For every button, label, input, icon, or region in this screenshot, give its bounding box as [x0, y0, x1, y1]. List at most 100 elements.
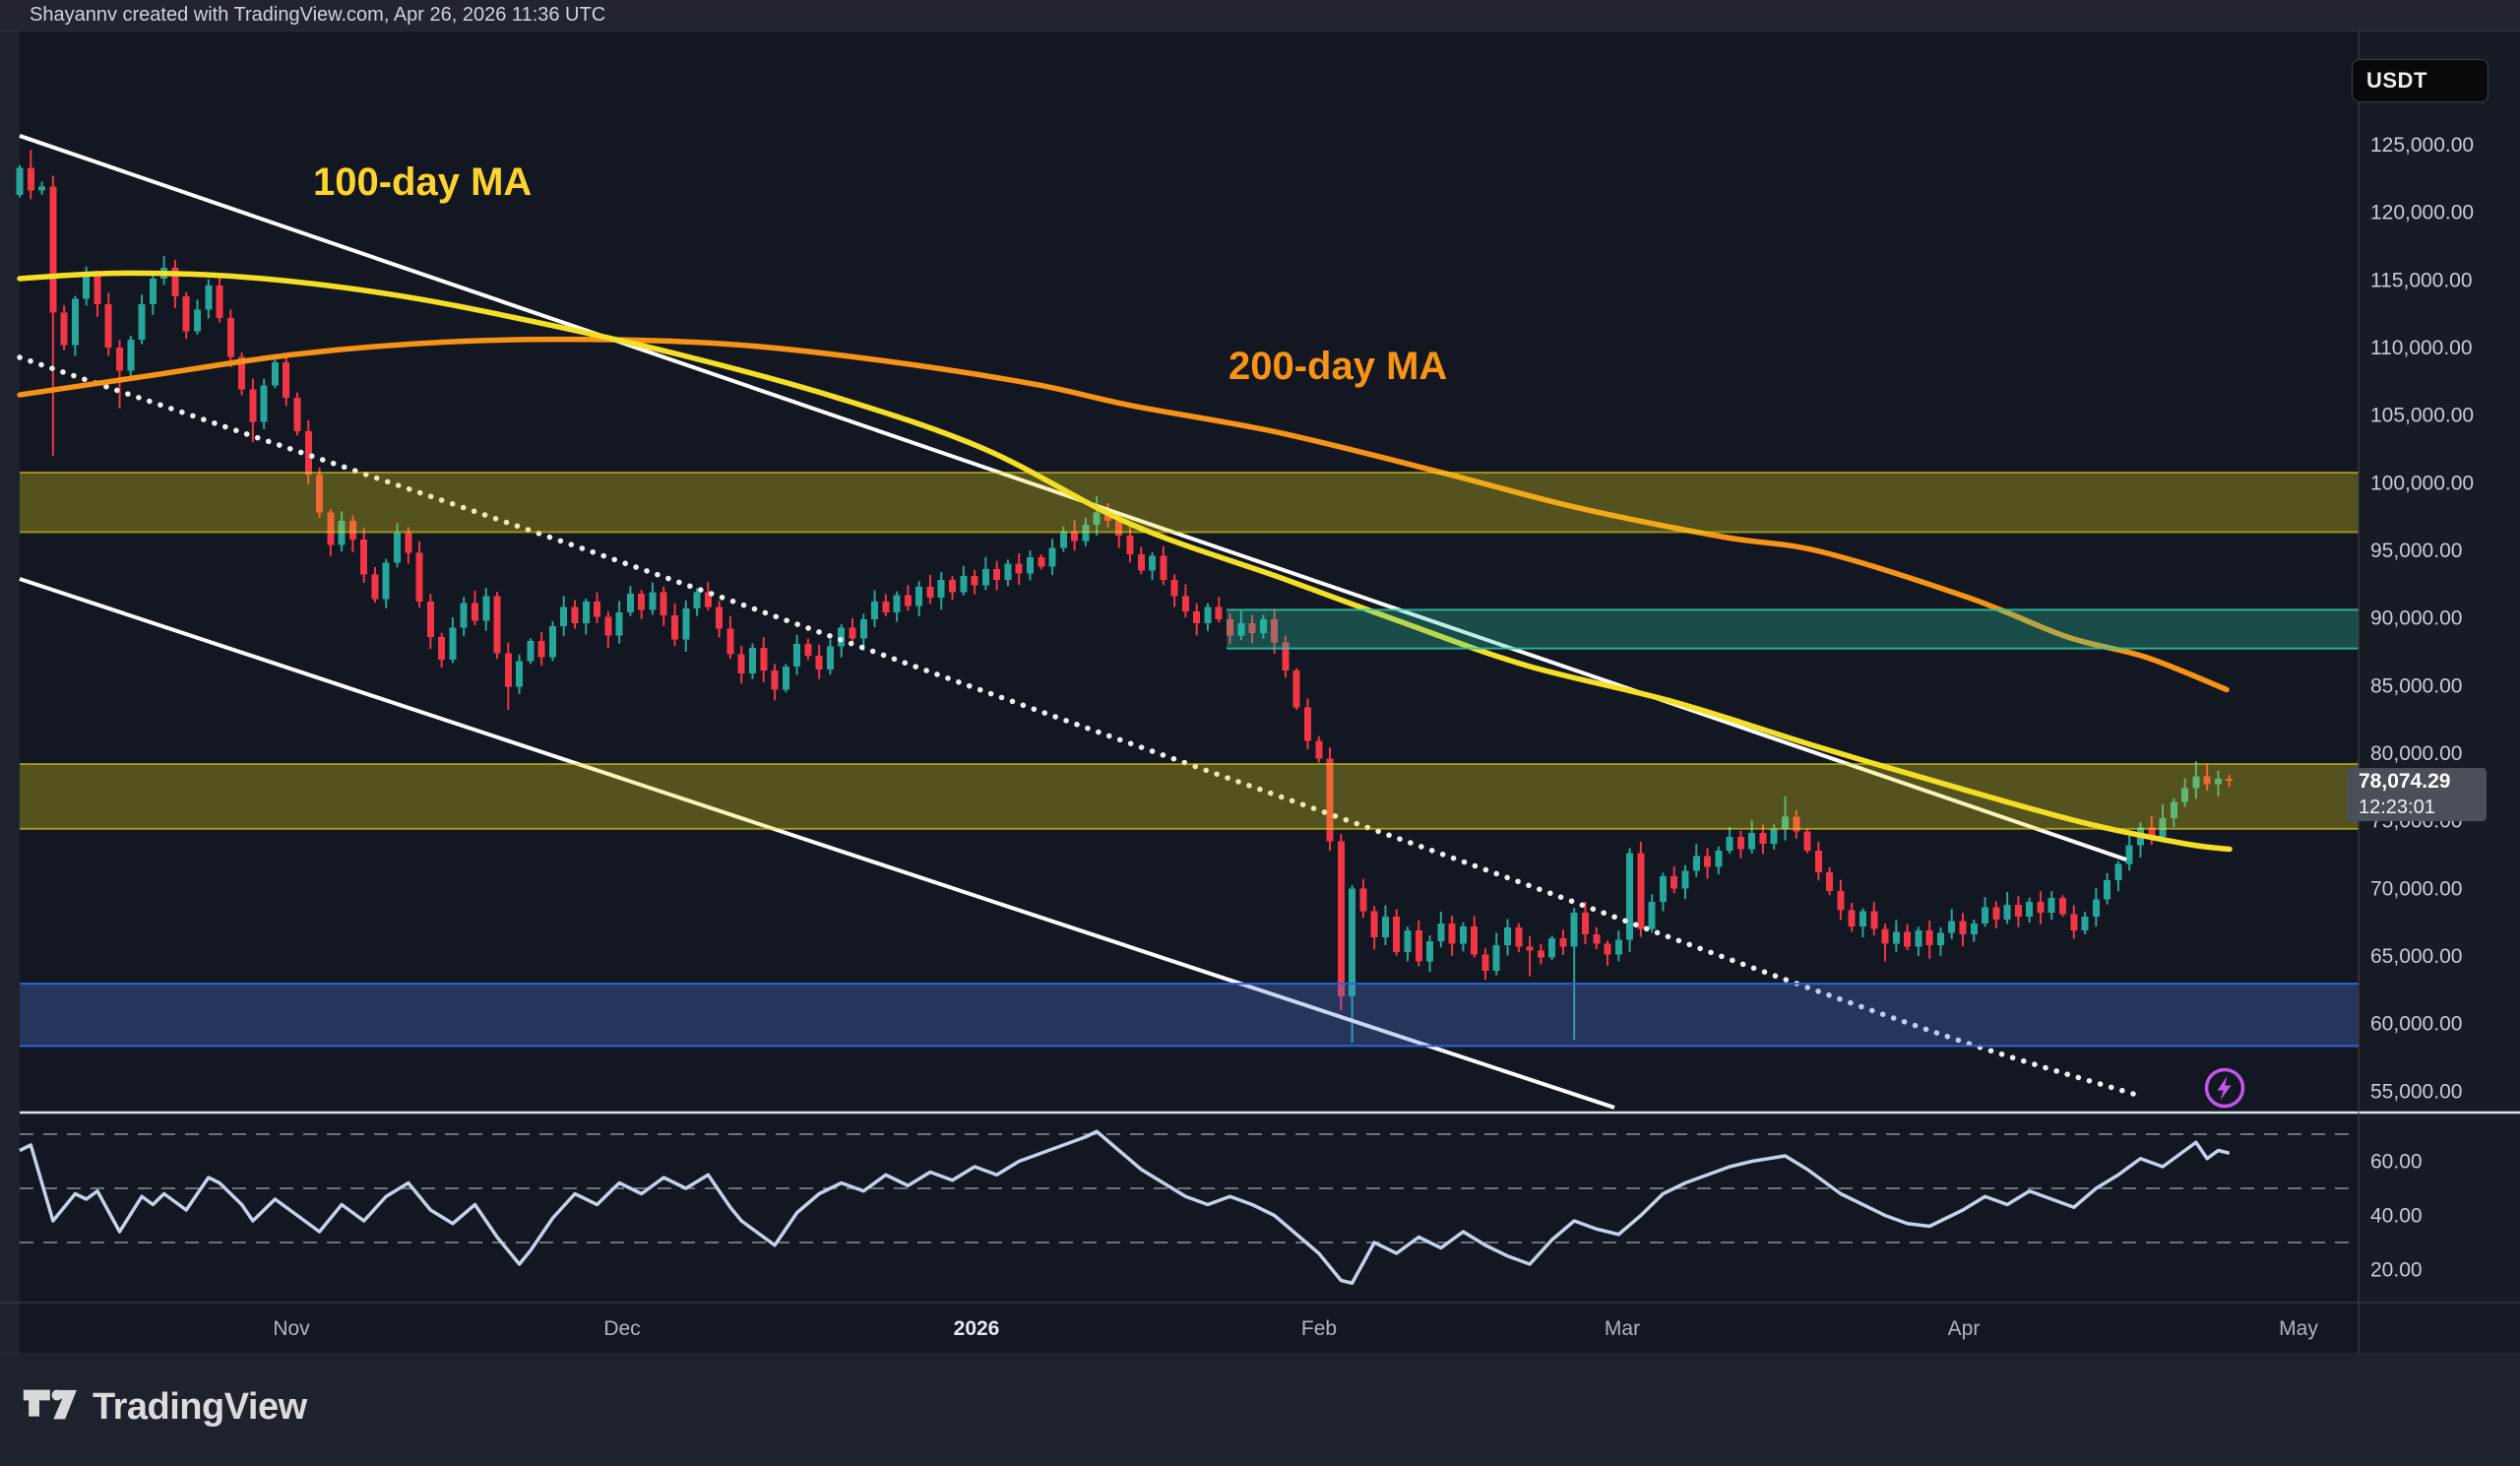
candle-body [594, 602, 601, 617]
time-tick-label: Nov [273, 1317, 310, 1340]
candlestick-series [16, 150, 2234, 1043]
candle-body [571, 606, 579, 624]
candle-body [1715, 850, 1723, 867]
candle-body [804, 643, 812, 657]
flash-lightning-button[interactable] [2203, 1066, 2246, 1110]
candle-body [838, 627, 846, 647]
candle-body [737, 654, 745, 673]
candle-body [2026, 902, 2034, 918]
candle-body [1481, 954, 1489, 972]
candle-body [1337, 841, 1345, 997]
candle-body [1892, 931, 1900, 944]
candle-body [1614, 939, 1622, 955]
header-credit-text: Shayannv created with TradingView.com, A… [30, 4, 606, 26]
candle-body [638, 593, 646, 610]
ma200-line[interactable] [17, 336, 2230, 693]
candle-body [537, 641, 545, 658]
candle-body [1848, 910, 1856, 926]
candle-body [1149, 555, 1157, 571]
ma200-annotation-label: 200-day MA [1228, 345, 1448, 388]
candle-body [149, 278, 157, 305]
candle-body [2014, 904, 2022, 918]
candle-body [1303, 707, 1311, 741]
tradingview-wordmark[interactable]: TradingView [93, 1386, 307, 1428]
candle-body [1271, 619, 1279, 643]
supply-zone-88-90k[interactable] [1227, 608, 2359, 650]
candle-body [1359, 888, 1367, 912]
current-zone-75-79k[interactable] [20, 762, 2359, 830]
candle-body [704, 592, 712, 607]
candle-body [1915, 929, 1922, 947]
candle-body [1803, 831, 1811, 851]
candle-body [1837, 891, 1845, 911]
candle-body [438, 636, 446, 661]
candle-body [2226, 779, 2234, 782]
price-axis-background[interactable] [2359, 31, 2520, 1354]
tradingview-logo-icon[interactable] [22, 1386, 81, 1426]
support-zone-58-63k[interactable] [20, 983, 2359, 1048]
time-tick-label: May [2279, 1317, 2318, 1340]
candle-body [415, 552, 423, 603]
candle-body [1570, 913, 1578, 947]
lower-channel-line[interactable] [19, 577, 1615, 1110]
last-price-badge: 78,074.29 12:23:01 [2347, 768, 2487, 821]
candle-body [1181, 596, 1189, 611]
candle-body [1814, 850, 1822, 872]
candle-body [693, 592, 701, 609]
candle-body [1381, 917, 1389, 937]
candle-body [2159, 817, 2167, 838]
price-tick-label: 55,000.00 [2370, 1080, 2462, 1103]
candle-body [249, 389, 257, 422]
candle-body [1548, 938, 1556, 958]
resistance-zone-100k[interactable] [20, 472, 2359, 534]
footer-bar [0, 1355, 2520, 1466]
rsi-tick-label: 40.00 [2370, 1205, 2423, 1228]
rsi-line [19, 1129, 2231, 1285]
candle-body [649, 592, 657, 610]
candle-body [516, 661, 524, 687]
candle-body [971, 576, 978, 586]
candle-body [1137, 554, 1145, 571]
candle-body [426, 602, 434, 637]
candle-body [1227, 619, 1234, 636]
candle-body [71, 298, 79, 346]
candle-body [826, 646, 834, 669]
candle-body [1925, 929, 1933, 946]
candle-body [1415, 929, 1422, 962]
price-tick-label: 115,000.00 [2370, 269, 2473, 291]
time-axis[interactable]: Nov Dec 2026 Feb Mar Apr May [273, 1317, 2318, 1340]
candle-body [1426, 940, 1434, 962]
candle-body [1215, 606, 1223, 620]
ma100-line[interactable] [17, 270, 2233, 853]
plot-background [20, 31, 2359, 1354]
candle-body [1748, 833, 1756, 850]
candle-body [1770, 828, 1778, 845]
candle-body [815, 656, 823, 669]
candle-body [360, 540, 368, 575]
candle-body [2092, 899, 2100, 918]
candle-body [171, 267, 179, 296]
candle-body [205, 285, 213, 310]
dotted-trendline[interactable] [17, 354, 2139, 1098]
candle-body [793, 643, 801, 668]
candle-body [560, 606, 568, 626]
candle-body [226, 317, 234, 357]
candle-body [2037, 902, 2045, 914]
candle-body [1015, 563, 1023, 574]
rsi-tick-label: 20.00 [2370, 1259, 2423, 1282]
candle-body [283, 362, 290, 398]
candle-body [371, 574, 379, 600]
candle-body [94, 276, 101, 305]
candle-body [915, 587, 923, 606]
quote-currency-badge: USDT [2352, 59, 2488, 102]
candle-body [2104, 880, 2111, 900]
candle-body [1437, 924, 1445, 941]
candle-body [1526, 946, 1534, 951]
candle-body [1492, 945, 1500, 972]
candle-body [193, 309, 201, 332]
candle-body [60, 312, 68, 346]
candle-body [1581, 913, 1589, 935]
candle-body [1448, 924, 1456, 944]
candle-body [1349, 888, 1356, 997]
